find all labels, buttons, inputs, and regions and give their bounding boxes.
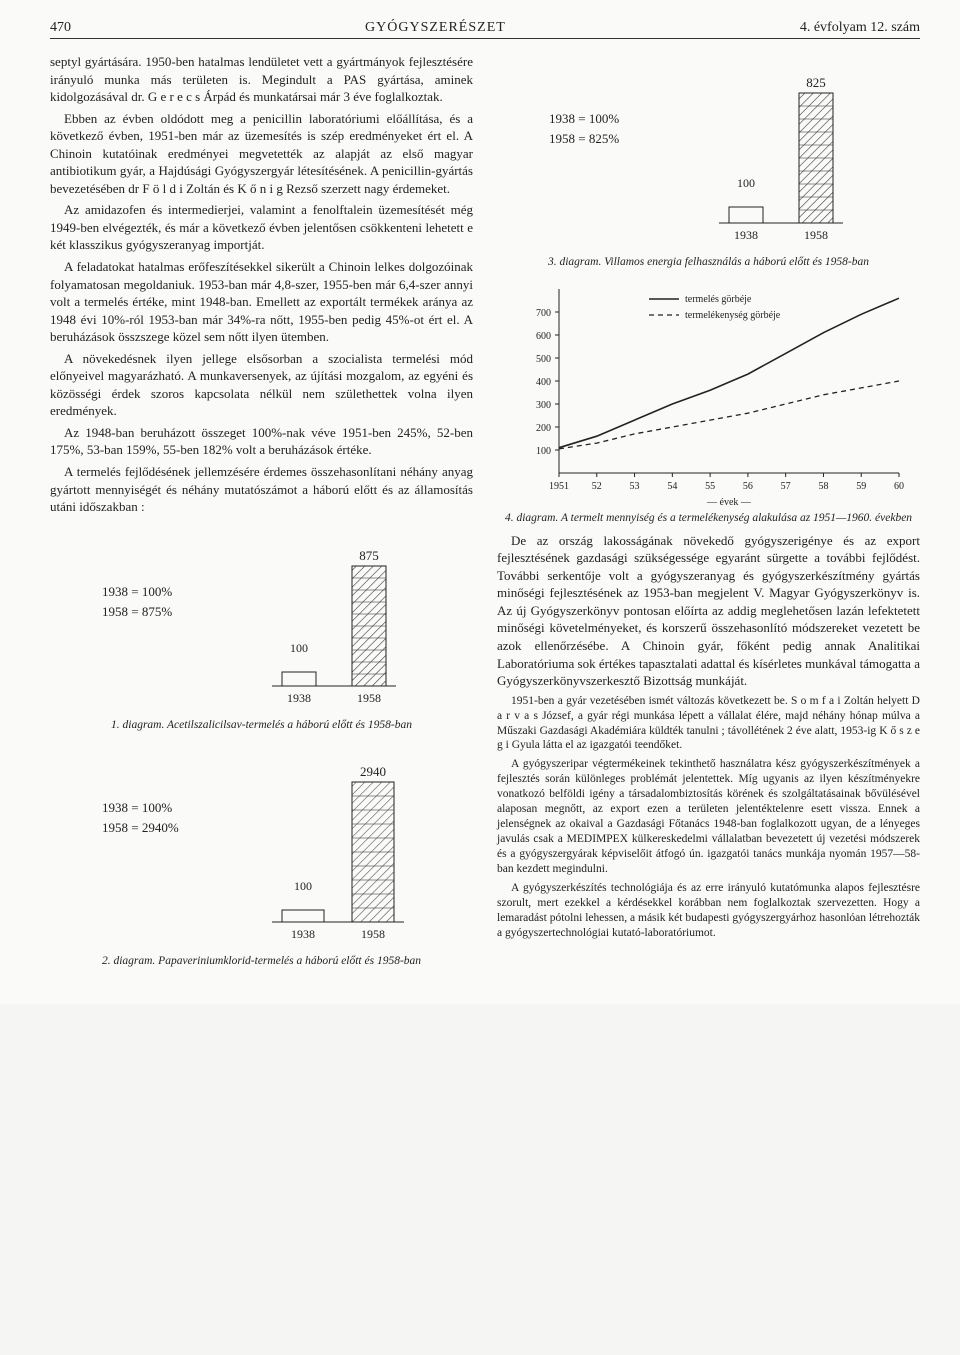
issue-info: 4. évfolyam 12. szám bbox=[800, 20, 920, 36]
svg-text:1958: 1958 bbox=[361, 927, 385, 941]
paragraph: Ebben az évben oldódott meg a penicillin… bbox=[50, 110, 473, 198]
diagram-3: 1938 = 100% 1958 = 825% 825 100 1938 1958 3. … bbox=[497, 63, 920, 269]
svg-text:1938: 1938 bbox=[287, 691, 311, 705]
page-number: 470 bbox=[50, 20, 71, 36]
svg-text:100: 100 bbox=[290, 641, 308, 655]
svg-text:60: 60 bbox=[894, 481, 904, 492]
paragraph: A termelés fejlődésének jellemzésére érd… bbox=[50, 463, 473, 516]
svg-text:400: 400 bbox=[536, 377, 551, 388]
paragraph: A gyógyszerkészítés technológiája és az … bbox=[497, 881, 920, 941]
diagram-2-svg: 1938 = 100% 1958 = 2940% 2940 100 1938 1958 bbox=[82, 742, 442, 952]
svg-text:1958 = 825%: 1958 = 825% bbox=[549, 131, 619, 146]
diagram-3-svg: 1938 = 100% 1958 = 825% 825 100 1938 1958 bbox=[529, 63, 889, 253]
svg-text:700: 700 bbox=[536, 308, 551, 319]
svg-text:52: 52 bbox=[591, 481, 601, 492]
diagram-3-caption: 3. diagram. Villamos energia felhasználá… bbox=[497, 255, 920, 269]
svg-text:1938 = 100%: 1938 = 100% bbox=[549, 111, 619, 126]
svg-text:54: 54 bbox=[667, 481, 677, 492]
paragraph: A növekedésnek ilyen jellege elsősorban … bbox=[50, 350, 473, 420]
svg-text:2940: 2940 bbox=[360, 764, 386, 779]
diagram-2-caption: 2. diagram. Papaveriniumklorid-termelés … bbox=[50, 954, 473, 968]
right-column: 1938 = 100% 1958 = 825% 825 100 1938 1958 3. … bbox=[497, 53, 920, 974]
svg-text:100: 100 bbox=[536, 446, 551, 457]
page: 470 GYÓGYSZERÉSZET 4. évfolyam 12. szám … bbox=[0, 0, 960, 1004]
svg-text:— évek —: — évek — bbox=[706, 497, 752, 508]
svg-text:300: 300 bbox=[536, 400, 551, 411]
diagram-1-caption: 1. diagram. Acetilszalicilsav-termelés a… bbox=[50, 718, 473, 732]
svg-text:200: 200 bbox=[536, 423, 551, 434]
svg-text:1938 = 100%: 1938 = 100% bbox=[102, 584, 172, 599]
svg-text:58: 58 bbox=[818, 481, 828, 492]
paragraph: A feladatokat hatalmas erőfeszítésekkel … bbox=[50, 258, 473, 346]
diagram-1: 1938 = 100% 1958 = 875% 875 100 1938 1958 1. … bbox=[50, 526, 473, 732]
svg-text:59: 59 bbox=[856, 481, 866, 492]
svg-text:1958 = 2940%: 1958 = 2940% bbox=[102, 820, 179, 835]
svg-text:600: 600 bbox=[536, 331, 551, 342]
svg-text:57: 57 bbox=[780, 481, 790, 492]
journal-title: GYÓGYSZERÉSZET bbox=[365, 20, 506, 36]
left-column: septyl gyártására. 1950-ben hatalmas len… bbox=[50, 53, 473, 974]
diagram-4: 100 200 300 400 500 600 700 1951 52 53 54 55 56 57 58 5… bbox=[497, 279, 920, 525]
paragraph: De az ország lakosságának növekedő gyógy… bbox=[497, 532, 920, 690]
paragraph: 1951-ben a gyár vezetésében ismét változ… bbox=[497, 694, 920, 754]
svg-text:875: 875 bbox=[359, 548, 379, 563]
diagram-4-caption: 4. diagram. A termelt mennyiség és a ter… bbox=[497, 511, 920, 525]
svg-text:825: 825 bbox=[806, 75, 826, 90]
svg-text:1938: 1938 bbox=[291, 927, 315, 941]
svg-text:1938: 1938 bbox=[734, 228, 758, 242]
svg-text:termelés görbéje: termelés görbéje bbox=[685, 294, 752, 305]
svg-text:termelékenység görbéje: termelékenység görbéje bbox=[685, 310, 781, 321]
paragraph: Az 1948-ban beruházott összeget 100%-nak… bbox=[50, 424, 473, 459]
svg-text:1958 = 875%: 1958 = 875% bbox=[102, 604, 172, 619]
svg-text:500: 500 bbox=[536, 354, 551, 365]
paragraph: A gyógyszeripar végtermékeinek tekinthet… bbox=[497, 757, 920, 877]
diagram-1-svg: 1938 = 100% 1958 = 875% 875 100 1938 1958 bbox=[82, 526, 442, 716]
running-header: 470 GYÓGYSZERÉSZET 4. évfolyam 12. szám bbox=[50, 20, 920, 39]
svg-text:1951: 1951 bbox=[549, 481, 569, 492]
svg-text:56: 56 bbox=[742, 481, 752, 492]
svg-text:1958: 1958 bbox=[804, 228, 828, 242]
svg-text:1958: 1958 bbox=[357, 691, 381, 705]
diagram-4-svg: 100 200 300 400 500 600 700 1951 52 53 54 55 56 57 58 5… bbox=[509, 279, 909, 509]
paragraph: Az amidazofen és intermedierjei, valamin… bbox=[50, 201, 473, 254]
diagram-2: 1938 = 100% 1958 = 2940% 2940 100 1938 1958 2… bbox=[50, 742, 473, 968]
two-column-body: septyl gyártására. 1950-ben hatalmas len… bbox=[50, 53, 920, 974]
svg-text:53: 53 bbox=[629, 481, 639, 492]
paragraph: septyl gyártására. 1950-ben hatalmas len… bbox=[50, 53, 473, 106]
svg-text:100: 100 bbox=[737, 176, 755, 190]
svg-text:1938 = 100%: 1938 = 100% bbox=[102, 800, 172, 815]
svg-text:100: 100 bbox=[294, 879, 312, 893]
svg-text:55: 55 bbox=[705, 481, 715, 492]
